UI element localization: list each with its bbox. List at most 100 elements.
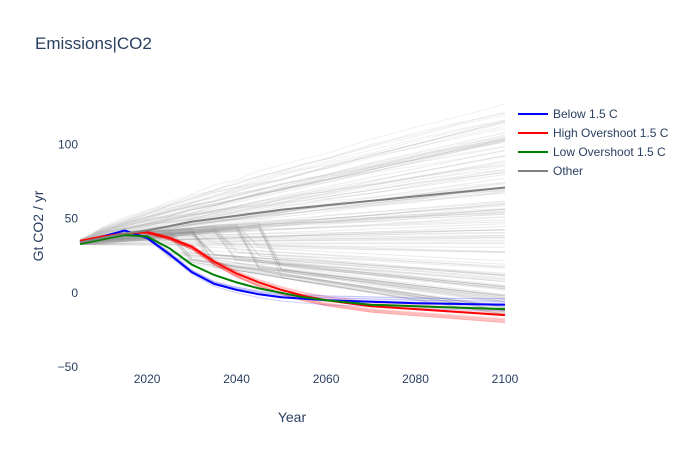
background-scenario-lines (79, 103, 506, 324)
scenario-line (79, 226, 506, 297)
scenario-line (79, 122, 506, 241)
scenario-line (79, 233, 506, 276)
scenario-line (79, 125, 506, 243)
scenario-line (79, 235, 506, 245)
scenario-line (79, 112, 506, 242)
scenario-line (79, 227, 506, 297)
y-tick-label: −50 (58, 360, 79, 374)
y-axis-ticks: −50 0 50 100 (58, 138, 79, 375)
x-axis-title: Year (278, 409, 307, 425)
legend-item[interactable]: Below 1.5 C (518, 107, 618, 121)
x-tick-label: 2100 (492, 372, 519, 386)
legend-item[interactable]: Other (518, 164, 583, 178)
scenario-line (79, 238, 506, 274)
y-tick-label: 0 (71, 286, 78, 300)
scenario-line (79, 228, 506, 301)
scenario-line (79, 235, 506, 312)
scenario-line (79, 120, 506, 241)
scenario-line (79, 169, 506, 242)
y-tick-label: 50 (65, 212, 79, 226)
scenario-line (79, 136, 506, 242)
chart-title: Emissions|CO2 (35, 34, 152, 53)
x-tick-label: 2080 (402, 372, 429, 386)
scenario-line (79, 237, 506, 299)
scenario-line (79, 227, 506, 296)
legend-item[interactable]: Low Overshoot 1.5 C (518, 145, 666, 159)
scenario-line (79, 121, 506, 242)
series-line-0[interactable] (79, 229, 506, 306)
scenario-line (79, 232, 506, 253)
scenario-line (79, 119, 506, 241)
scenario-line (79, 232, 506, 241)
series-line-3[interactable] (79, 186, 506, 244)
x-axis-ticks: 2020 2040 2060 2080 2100 (134, 372, 519, 386)
scenario-line (79, 155, 506, 242)
scenario-line (79, 230, 506, 289)
scenario-line (79, 174, 506, 241)
scenario-line (79, 112, 506, 243)
legend-label: Low Overshoot 1.5 C (553, 145, 666, 159)
scenario-line (79, 138, 506, 241)
scenario-line (79, 182, 506, 243)
scenario-line (79, 141, 506, 242)
scenario-line (79, 216, 506, 244)
scenario-line (79, 234, 506, 243)
scenario-line (79, 213, 506, 242)
scenario-line (79, 141, 506, 241)
scenario-line (79, 237, 506, 245)
scenario-line (79, 232, 506, 278)
series-layer (79, 186, 506, 317)
x-tick-label: 2040 (223, 372, 250, 386)
scenario-line (79, 239, 505, 243)
series-line-2[interactable] (79, 233, 506, 311)
x-tick-label: 2020 (134, 372, 161, 386)
scenario-line (79, 230, 506, 269)
scenario-line (79, 239, 506, 282)
scenario-line (79, 236, 506, 308)
scenario-line (79, 232, 506, 242)
scenario-line (79, 202, 506, 245)
scenario-line (79, 236, 506, 296)
y-tick-label: 100 (58, 138, 78, 152)
scenario-line (79, 139, 506, 244)
scenario-line (79, 169, 506, 243)
scenario-line (79, 138, 506, 242)
scenario-line (79, 237, 506, 313)
legend[interactable]: Below 1.5 C High Overshoot 1.5 C Low Overs… (518, 107, 669, 178)
scenario-line (79, 237, 506, 281)
legend-label: High Overshoot 1.5 C (553, 126, 669, 140)
legend-label: Below 1.5 C (553, 107, 618, 121)
scenario-line (79, 137, 506, 242)
scenario-line (79, 189, 506, 242)
scenario-line (79, 171, 506, 243)
scenario-line (79, 132, 506, 241)
scenario-line (79, 161, 506, 241)
scenario-line (79, 146, 506, 241)
scenario-line (79, 136, 506, 243)
scenario-line (79, 192, 506, 243)
x-tick-label: 2060 (313, 372, 340, 386)
scenario-line (79, 140, 506, 245)
scenario-line (79, 241, 506, 245)
scenario-line (79, 232, 506, 313)
scenario-line (79, 120, 506, 242)
scenario-line (79, 242, 506, 246)
scenario-line (79, 228, 506, 300)
legend-item[interactable]: High Overshoot 1.5 C (518, 126, 669, 140)
y-axis-title: Gt CO2 / yr (30, 190, 46, 261)
scenario-line (79, 229, 506, 244)
scenario-line (79, 164, 506, 241)
scenario-line (79, 145, 506, 241)
scenario-line (79, 150, 506, 244)
scenario-line (79, 231, 506, 287)
scenario-line (79, 172, 506, 241)
scenario-line (79, 149, 506, 242)
scenario-line (79, 229, 506, 244)
scenario-line (79, 138, 506, 243)
scenario-line (79, 234, 506, 312)
scenario-line (79, 231, 506, 290)
scenario-line (79, 235, 506, 267)
scenario-line (79, 114, 506, 242)
scenario-line (79, 236, 506, 243)
